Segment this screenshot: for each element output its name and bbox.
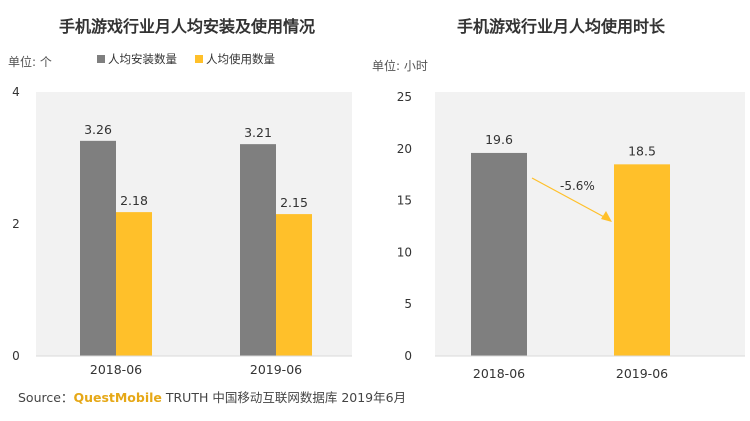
bar-data-label: 3.21 — [244, 125, 272, 140]
bar — [276, 214, 312, 356]
bar-data-label: 3.26 — [84, 122, 112, 137]
right-y-tick-label: 15 — [397, 194, 412, 208]
x-tick-label: 2019-06 — [616, 366, 668, 381]
source-brand: QuestMobile — [73, 390, 161, 405]
x-tick-label: 2018-06 — [90, 362, 142, 377]
change-annotation: -5.6% — [531, 177, 612, 222]
right-y-tick-label: 10 — [397, 245, 412, 259]
right-y-axis: 0 5 10 15 20 25 — [397, 90, 412, 363]
left-unit-label: 单位: 个 — [8, 54, 52, 69]
right-y-tick-label: 20 — [397, 142, 412, 156]
left-y-axis: 0 2 4 — [12, 85, 20, 363]
left-bars: 3.26 2.18 3.21 2.15 — [80, 122, 312, 356]
left-y-tick-label: 2 — [12, 217, 20, 231]
bar — [471, 152, 527, 356]
source-prefix: Source： — [18, 390, 73, 405]
bar — [80, 140, 116, 356]
left-chart: 手机游戏行业月人均安装及使用情况 单位: 个 人均安装数量 人均使用数量 0 2 4… — [8, 17, 352, 377]
left-y-tick-label: 0 — [12, 349, 20, 363]
bar-data-label: 18.5 — [628, 143, 656, 158]
right-bars: 19.6 18.5 — [471, 132, 670, 356]
source-footer: Source：QuestMobile TRUTH 中国移动互联网数据库 2019… — [18, 390, 406, 405]
right-x-axis-labels: 2018-06 2019-06 — [473, 366, 668, 381]
legend-label-install: 人均安装数量 — [108, 52, 177, 66]
bar-data-label: 19.6 — [485, 132, 513, 147]
x-tick-label: 2019-06 — [250, 362, 302, 377]
source-rest: TRUTH 中国移动互联网数据库 2019年6月 — [162, 390, 406, 405]
bar-data-label: 2.15 — [280, 195, 308, 210]
change-annotation-label: -5.6% — [560, 179, 595, 193]
left-x-axis-labels: 2018-06 2019-06 — [90, 362, 302, 377]
right-y-tick-label: 5 — [404, 297, 412, 311]
x-tick-label: 2018-06 — [473, 366, 525, 381]
left-y-tick-label: 4 — [12, 85, 20, 99]
right-unit-label: 单位: 小时 — [372, 58, 428, 73]
bar — [116, 212, 152, 356]
right-y-tick-label: 25 — [397, 90, 412, 104]
change-arrow-head — [601, 211, 612, 222]
legend-swatch-use — [195, 55, 203, 63]
change-arrow — [531, 177, 607, 219]
bar — [614, 164, 670, 356]
bar — [240, 144, 276, 356]
left-legend: 人均安装数量 人均使用数量 — [97, 52, 275, 66]
right-y-tick-label: 0 — [404, 349, 412, 363]
right-chart: 手机游戏行业月人均使用时长 单位: 小时 0 5 10 15 20 25 19.6 18.5… — [372, 17, 745, 381]
left-chart-title: 手机游戏行业月人均安装及使用情况 — [59, 17, 315, 36]
legend-swatch-install — [97, 55, 105, 63]
right-chart-title: 手机游戏行业月人均使用时长 — [457, 17, 666, 36]
bar-data-label: 2.18 — [120, 193, 148, 208]
legend-label-use: 人均使用数量 — [206, 52, 275, 66]
